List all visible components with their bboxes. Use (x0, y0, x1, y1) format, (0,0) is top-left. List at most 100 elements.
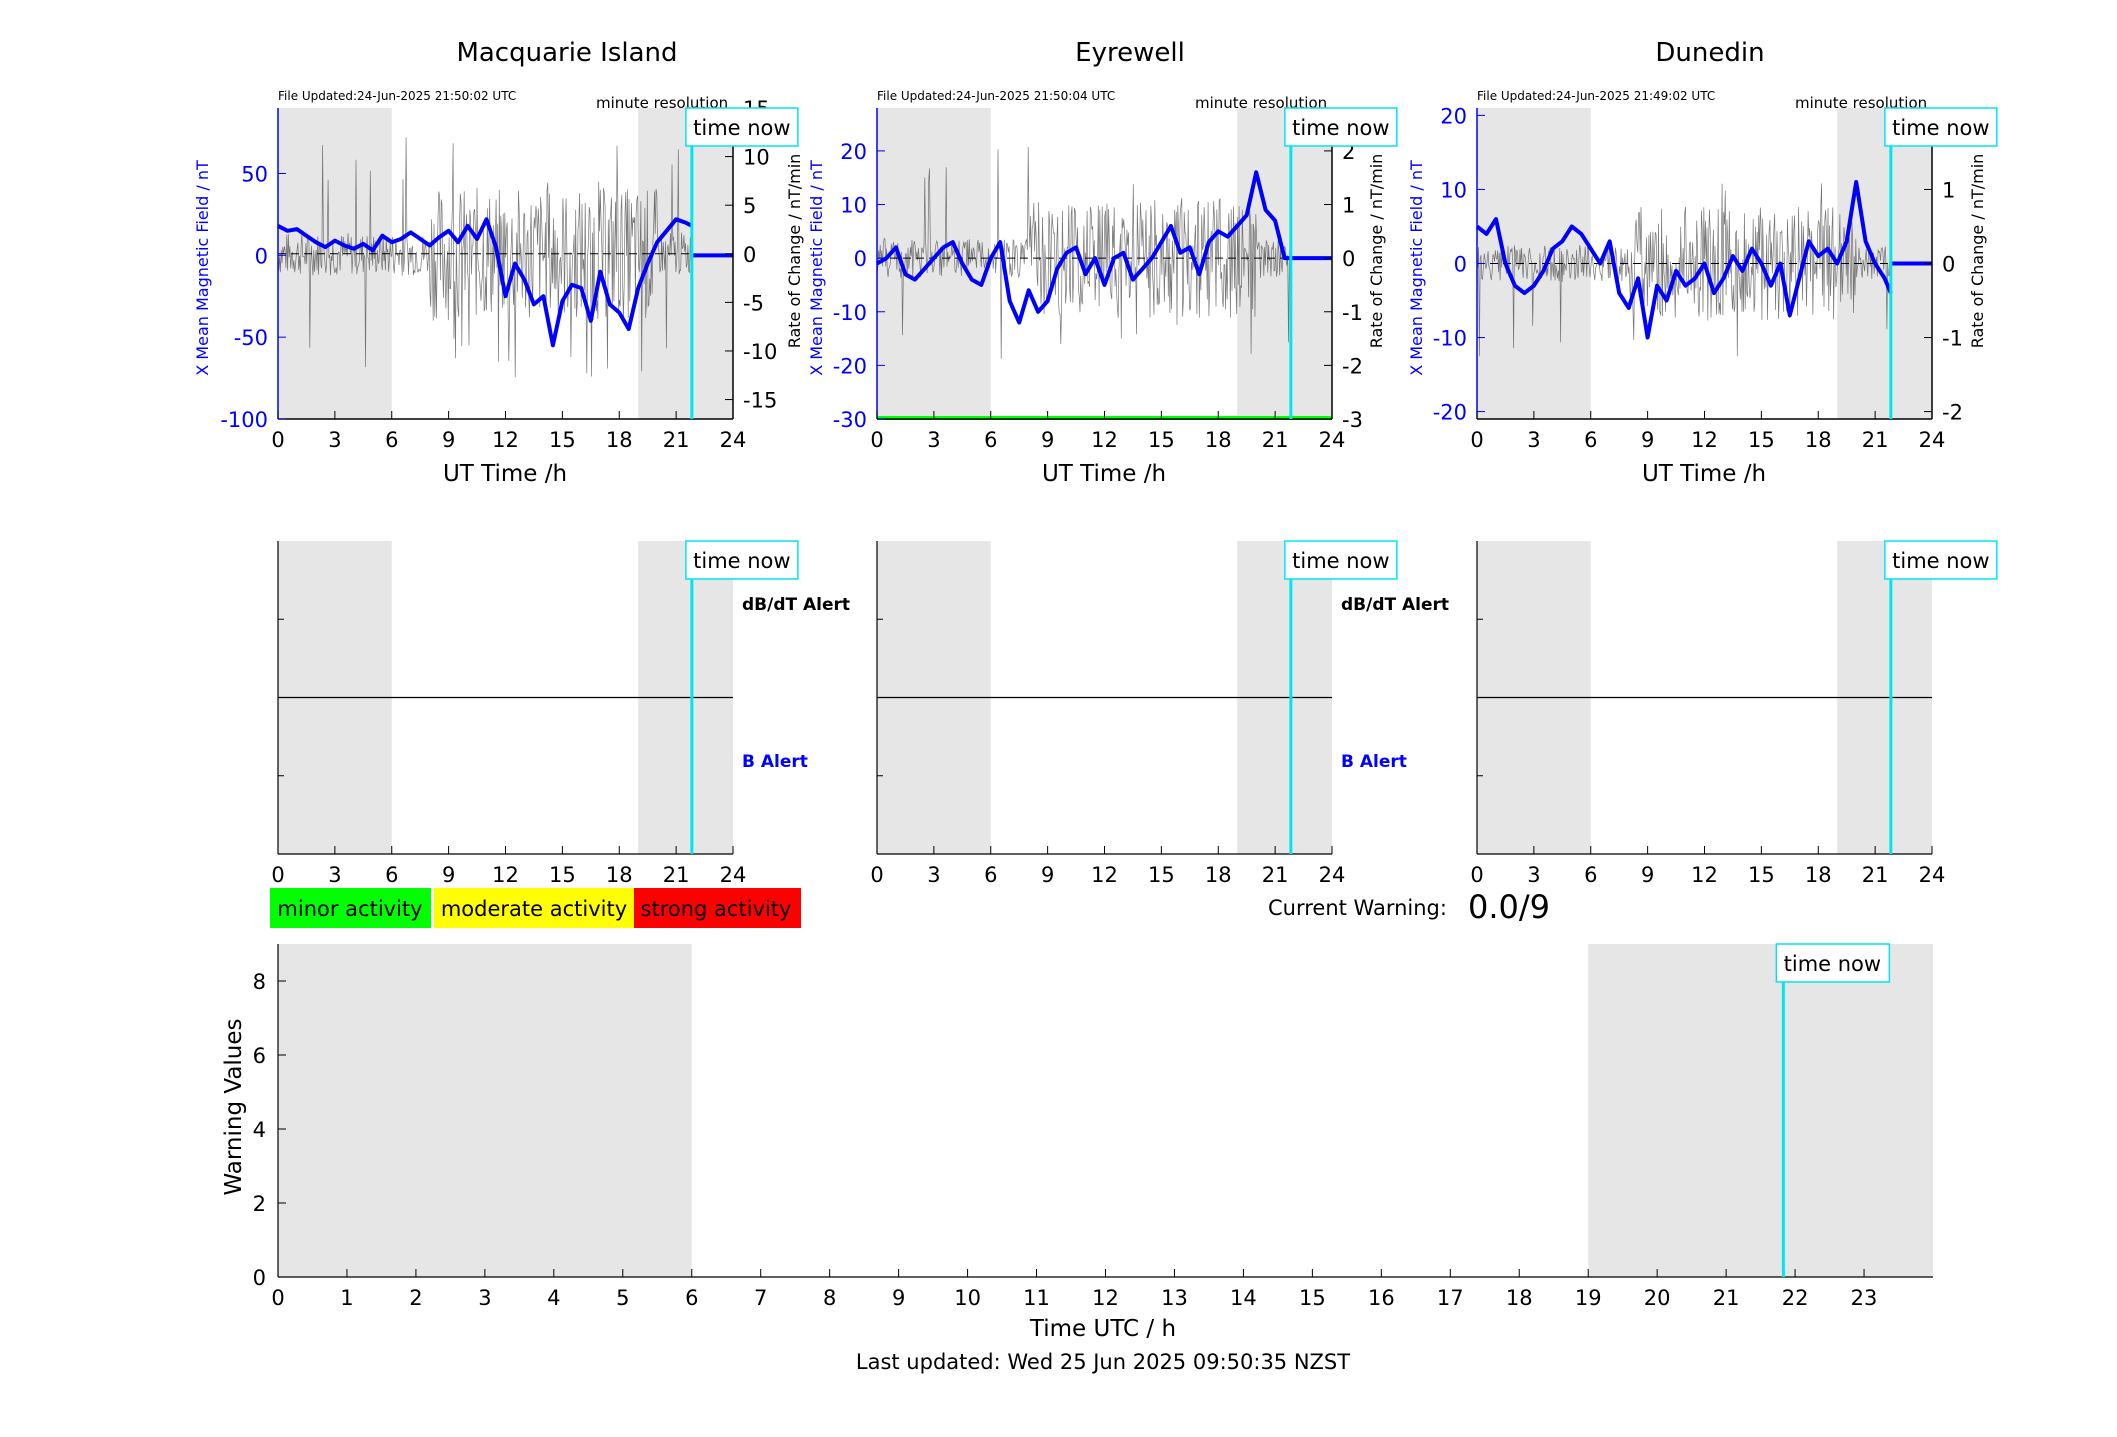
x-tick-label: 0 (870, 428, 883, 452)
x-tick-label: 18 (606, 863, 633, 887)
night-shading (877, 108, 991, 419)
x-tick-label: 0 (271, 428, 284, 452)
x-tick-label: 3 (478, 1286, 491, 1310)
mag-field-plot: -100-50050-15-10-505101503691215182124ti… (220, 97, 799, 452)
x-tick-label: 21 (663, 428, 690, 452)
x-tick-label: 9 (1041, 428, 1054, 452)
y-tick-label: 4 (253, 1118, 266, 1142)
chart-title: Macquarie Island (456, 38, 677, 68)
y-tick-label-right: -15 (743, 389, 777, 413)
y-tick-label-right: -3 (1342, 408, 1363, 432)
y-axis-label-left: X Mean Magnetic Field / nT (193, 160, 212, 376)
x-tick-label: 17 (1437, 1286, 1464, 1310)
y-tick-label-left: 0 (1454, 253, 1467, 277)
x-tick-label: 24 (1319, 863, 1346, 887)
time-now-box (1284, 540, 1398, 580)
alert-plot-macquarie: 0 3 6 9 12 15 18 21 24 time now (271, 540, 799, 887)
mean-field-line (1475, 180, 1893, 340)
y-tick-label-right: -2 (1942, 401, 1963, 425)
alert-plot-eyrewell: 0 3 6 9 12 15 18 21 24 time now (870, 540, 1398, 887)
dbdt-alert-label: dB/dT Alert (1341, 595, 1449, 615)
y-tick-label-left: 10 (840, 194, 867, 218)
y-tick-label-right: 0 (1942, 253, 1955, 277)
current-warning-value: 0.0/9 (1468, 888, 1550, 926)
y-tick-label-right: -5 (743, 291, 764, 315)
time-now-label: time now (1892, 116, 1989, 140)
x-tick-label: 21 (663, 863, 690, 887)
x-tick-label: 24 (1919, 863, 1946, 887)
y-tick-label-right: 5 (743, 194, 756, 218)
y-tick-label-right: 1 (1342, 194, 1355, 218)
mean-field-line (876, 170, 1291, 325)
x-tick-label: 22 (1782, 1286, 1809, 1310)
y-tick-label-left: 20 (840, 140, 867, 164)
y-tick-label-left: -100 (220, 408, 268, 432)
time-now-label: time now (693, 116, 790, 140)
panel-dunedin: Dunedin File Updated:24-Jun-2025 21:49:0… (1407, 38, 1998, 487)
y-tick-label-left: -30 (833, 408, 867, 432)
x-tick-label: 13 (1161, 1286, 1188, 1310)
x-tick-label: 9 (1041, 863, 1054, 887)
time-now-label: time now (1784, 952, 1881, 976)
x-tick-label: 7 (754, 1286, 767, 1310)
x-tick-label: 3 (328, 863, 341, 887)
x-tick-label: 14 (1230, 1286, 1257, 1310)
x-tick-label: 12 (1691, 428, 1718, 452)
y-tick-label-right: 0 (1342, 247, 1355, 271)
y-tick-label-left: 0 (255, 244, 268, 268)
night-shading (638, 108, 733, 419)
x-tick-label: 21 (1262, 863, 1289, 887)
x-tick-label: 24 (720, 863, 747, 887)
y-tick-label-left: -20 (1433, 401, 1467, 425)
warning-x-axis-label: Time UTC / h (1029, 1316, 1176, 1342)
warning-y-axis-label: Warning Values (221, 1018, 247, 1195)
x-tick-label: 12 (1091, 863, 1118, 887)
x-tick-label: 24 (720, 428, 747, 452)
x-tick-label: 4 (547, 1286, 560, 1310)
x-tick-label: 18 (1506, 1286, 1533, 1310)
x-tick-label: 6 (1584, 428, 1597, 452)
time-now-box (1884, 107, 1998, 147)
panel-macquarie-island: Macquarie Island File Updated:24-Jun-202… (193, 38, 804, 487)
time-now-box (1775, 943, 1891, 983)
time-now-label: time now (693, 549, 790, 573)
b-alert-label: B Alert (1341, 752, 1407, 772)
x-axis-label: UT Time /h (1042, 461, 1166, 487)
x-tick-label: 3 (927, 863, 940, 887)
x-tick-label: 8 (823, 1286, 836, 1310)
rate-of-change-trace (876, 146, 1292, 359)
x-tick-label: 5 (616, 1286, 629, 1310)
x-tick-label: 0 (1470, 428, 1483, 452)
time-now-box (1884, 540, 1998, 580)
y-axis-label-left: X Mean Magnetic Field / nT (1407, 160, 1426, 376)
x-tick-label: 0 (271, 1286, 284, 1310)
night-shading (1588, 944, 1933, 1277)
y-tick-label: 8 (253, 970, 266, 994)
x-tick-label: 0 (271, 863, 284, 887)
y-tick-label-left: 50 (241, 162, 268, 186)
y-tick-label-right: 10 (743, 146, 770, 170)
file-updated-label: File Updated:24-Jun-2025 21:49:02 UTC (1477, 89, 1715, 103)
y-tick-label-left: -10 (1433, 327, 1467, 351)
y-tick-label-left: 20 (1440, 104, 1467, 128)
y-tick-label: 0 (253, 1266, 266, 1290)
x-tick-label: 6 (685, 1286, 698, 1310)
chart-title: Dunedin (1655, 38, 1764, 68)
x-axis-label: UT Time /h (443, 461, 567, 487)
x-tick-label: 10 (954, 1286, 981, 1310)
time-now-label: time now (1892, 549, 1989, 573)
y-tick-label-right: -2 (1342, 354, 1363, 378)
x-tick-label: 15 (1148, 428, 1175, 452)
activity-legend: minor activity moderate activity strong … (270, 888, 801, 928)
y-tick-label-right: -1 (1942, 327, 1963, 351)
time-now-box (1284, 107, 1398, 147)
y-tick-label: 6 (253, 1044, 266, 1068)
legend-strong-swatch (634, 888, 801, 928)
y-tick-label-left: 10 (1440, 178, 1467, 202)
x-tick-label: 6 (1584, 863, 1597, 887)
x-tick-label: 18 (1805, 863, 1832, 887)
x-tick-label: 3 (1527, 428, 1540, 452)
